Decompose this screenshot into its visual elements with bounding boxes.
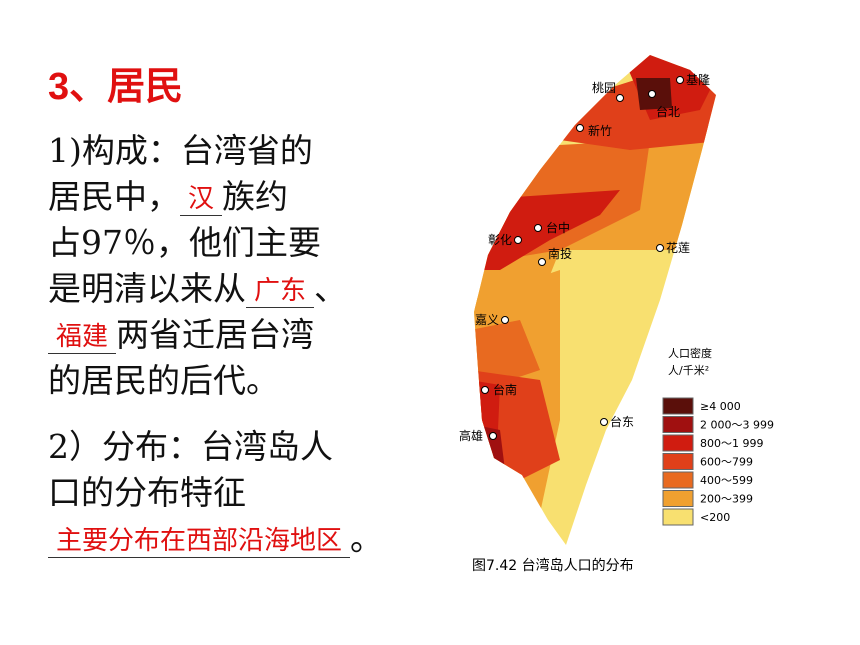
city-dot: [534, 224, 542, 232]
city-dot: [656, 244, 664, 252]
legend-swatch: [662, 453, 694, 470]
text-segment: 。: [350, 519, 384, 558]
text-segment: 两省迁居台湾: [116, 315, 315, 354]
legend-label: <200: [700, 511, 730, 524]
city-dot: [481, 386, 489, 394]
text-line: 主要分布在西部沿海地区。: [48, 516, 383, 562]
text-line: 口的分布特征: [48, 470, 246, 516]
legend-label: ≥4 000: [700, 400, 741, 413]
text-line: 的居民的后代。: [48, 358, 279, 404]
city-label: 台中: [546, 220, 570, 235]
text-line: 1)构成：台湾省的: [48, 128, 313, 174]
city-label: 高雄: [459, 428, 483, 443]
legend: ≥4 000 2 000～3 999 800～1 999 600～799 400～599…: [662, 397, 774, 526]
legend-title: 人口密度: [668, 346, 712, 360]
city-dot: [600, 418, 608, 426]
text-line: 是明清以来从 广东、: [48, 266, 347, 312]
legend-label: 600～799: [700, 456, 753, 469]
text-line: 占97％，他们主要: [48, 220, 321, 266]
answer-blank: 汉: [180, 178, 223, 216]
text-segment: 族约: [222, 177, 289, 216]
legend-swatch: [662, 490, 694, 507]
text-segment: 是明清以来从: [48, 269, 246, 308]
legend-label: 200～399: [700, 493, 753, 506]
city-dot: [538, 258, 546, 266]
city-dot: [676, 76, 684, 84]
city-dot: [616, 94, 624, 102]
text-segment: 占97％，他们主要: [48, 223, 321, 262]
legend-label: 2 000～3 999: [700, 419, 774, 432]
answer-blank: 主要分布在西部沿海地区: [48, 520, 351, 558]
answer-blank: 福建: [48, 316, 117, 354]
legend-swatch: [662, 508, 694, 526]
answer-blank: 广东: [246, 270, 315, 308]
legend-label: 800～1 999: [700, 437, 764, 450]
text-line: 福建 两省迁居台湾: [48, 312, 314, 358]
text-segment: 2）分布：台湾岛人: [48, 427, 333, 466]
city-label: 台南: [493, 382, 517, 397]
city-label: 台北: [656, 104, 680, 119]
city-label: 花莲: [666, 240, 690, 255]
city-label: 基隆: [686, 72, 710, 87]
legend-swatch: [662, 434, 694, 452]
city-label: 彰化: [488, 232, 512, 247]
legend-label: 400～599: [700, 474, 753, 487]
text-segment: 居民中，: [48, 177, 180, 216]
city-label: 南投: [548, 246, 572, 261]
legend-swatch: [662, 471, 694, 489]
city-label: 嘉义: [475, 313, 499, 327]
legend-unit: 人/千米²: [668, 364, 709, 377]
text-line: 居民中，汉族约: [48, 174, 288, 220]
text-segment: 的居民的后代。: [48, 361, 279, 400]
text-segment: 1)构成：台湾省的: [48, 131, 313, 170]
heading: 3、居民: [48, 66, 184, 108]
city-label: 台东: [610, 414, 634, 429]
city-dot: [514, 236, 522, 244]
text-segment: 口的分布特征: [48, 473, 246, 512]
city-dot: [576, 124, 584, 132]
city-dot: [501, 316, 509, 324]
city-label: 桃园: [592, 80, 616, 95]
legend-swatch: [662, 416, 694, 433]
text-segment: 、: [314, 269, 348, 308]
city-label: 新竹: [588, 123, 612, 138]
text-line: 2）分布：台湾岛人: [48, 424, 333, 470]
city-dot: [489, 432, 497, 440]
city-dot: [648, 90, 656, 98]
legend-swatch: [662, 397, 694, 415]
map-caption: 图7.42 台湾岛人口的分布: [472, 557, 634, 574]
